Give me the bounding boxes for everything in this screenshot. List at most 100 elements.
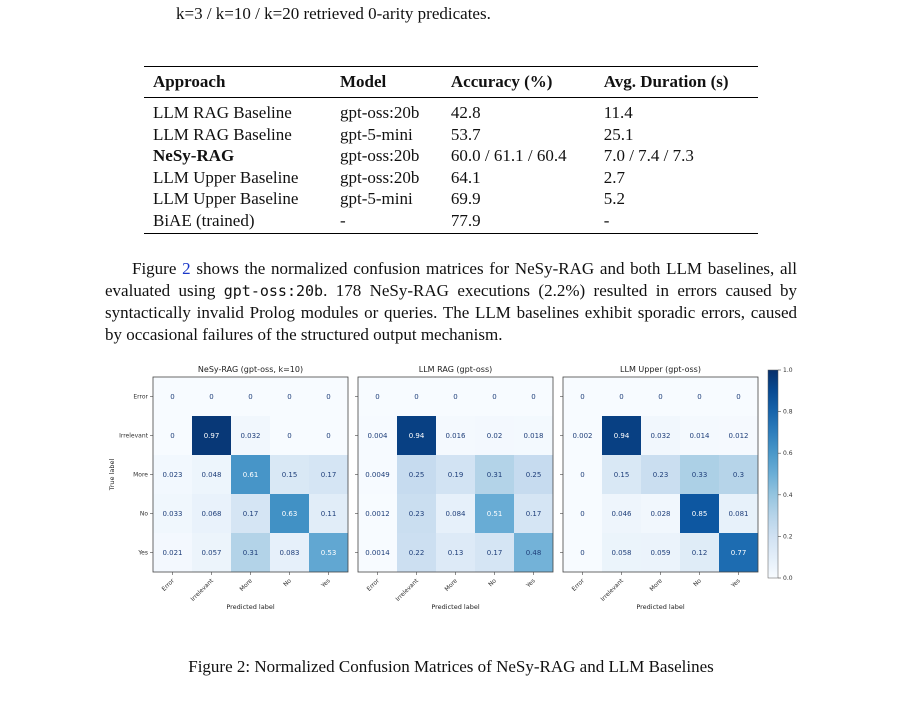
x-axis-label: Predicted label — [636, 603, 684, 611]
table-header-row: Approach Model Accuracy (%) Avg. Duratio… — [144, 66, 758, 98]
heatmap-cell — [719, 533, 758, 572]
cell-value-label: 0.018 — [523, 432, 543, 440]
heatmap-cell — [719, 494, 758, 533]
x-tick-label: Irrelevant — [600, 577, 626, 603]
table-cell-approach: LLM RAG Baseline — [153, 124, 292, 144]
heatmap-cell — [309, 416, 348, 455]
cell-value-label: 0.048 — [201, 471, 221, 479]
confusion-matrices-figure: NeSy-RAG (gpt-oss, k=10) 0 0 0 0 0 0 0.97 0.032 0… — [108, 365, 793, 611]
cell-value-label: 0 — [580, 471, 584, 479]
table-cell-accuracy: 64.1 — [450, 167, 481, 187]
table-cell-duration: 11.4 — [603, 103, 633, 123]
table-row: LLM RAG Baseline gpt-oss:20b 42.8 11.4 — [144, 98, 758, 124]
heatmap-cell — [270, 533, 309, 572]
cell-value-label: 0.083 — [279, 549, 299, 557]
heatmap-cell — [153, 377, 192, 416]
x-axis-label: Predicted label — [431, 603, 479, 611]
cell-value-label: 0 — [580, 549, 584, 557]
figure-reference-link[interactable]: 2 — [182, 259, 191, 278]
cell-value-label: 0.004 — [367, 432, 388, 440]
heatmap-cell — [231, 494, 270, 533]
cell-value-label: 0 — [375, 393, 379, 401]
y-tick-label: Error — [133, 394, 148, 401]
cell-value-label: 0 — [492, 393, 496, 401]
x-tick-label: No — [692, 577, 703, 588]
x-tick-label: Error — [366, 577, 382, 593]
cell-value-label: 0.23 — [409, 510, 425, 518]
cell-value-label: 0.25 — [526, 471, 542, 479]
heatmap-cell — [719, 377, 758, 416]
cell-value-label: 0 — [209, 393, 213, 401]
table-cell-duration: 25.1 — [603, 124, 634, 144]
colorbar-tick-label: 0.4 — [783, 492, 793, 499]
table-cell-duration: 2.7 — [603, 167, 625, 187]
heatmap-cell — [514, 377, 553, 416]
x-tick-label: Error — [571, 577, 587, 593]
heatmap-cell — [192, 533, 231, 572]
heatmap-cell — [309, 455, 348, 494]
cell-value-label: 0.15 — [614, 471, 630, 479]
heatmap-cell — [436, 416, 475, 455]
cell-value-label: 0.068 — [201, 510, 221, 518]
heatmap-cell — [436, 377, 475, 416]
x-tick-label: More — [443, 577, 459, 593]
cell-value-label: 0 — [287, 393, 291, 401]
heatmap-cell — [153, 416, 192, 455]
heatmap-cell — [475, 533, 514, 572]
heatmap-cell — [270, 377, 309, 416]
cell-value-label: 0 — [580, 510, 584, 518]
heatmap-cell — [231, 455, 270, 494]
table-cell-accuracy: 42.8 — [450, 103, 481, 123]
table-cell-approach: NeSy-RAG — [153, 146, 235, 166]
cell-value-label: 0.31 — [243, 549, 259, 557]
cell-value-label: 0 — [326, 393, 330, 401]
heatmap-cell — [192, 494, 231, 533]
table-cell-accuracy: 60.0 / 61.1 / 60.4 — [450, 146, 567, 166]
table-cell-model: - — [330, 209, 442, 234]
table-row: NeSy-RAG gpt-oss:20b 60.0 / 61.1 / 60.4 7.0… — [144, 145, 758, 167]
cell-value-label: 0.3 — [733, 471, 744, 479]
cell-value-label: 0.033 — [162, 510, 182, 518]
heatmap-cell — [602, 416, 641, 455]
cell-value-label: 0 — [170, 432, 174, 440]
heatmap-cell — [514, 533, 553, 572]
heatmap-cell — [602, 455, 641, 494]
heatmap-cell — [719, 416, 758, 455]
cell-value-label: 0.081 — [728, 510, 748, 518]
cell-value-label: 0.021 — [162, 549, 182, 557]
colorbar — [767, 369, 779, 579]
heatmap-cell — [153, 494, 192, 533]
colorbar-tick-label: 0.6 — [783, 450, 793, 457]
cell-value-label: 0.014 — [689, 432, 710, 440]
heatmap-cell — [192, 377, 231, 416]
matrix-title: NeSy-RAG (gpt-oss, k=10) — [198, 365, 303, 374]
colorbar-tick-label: 0.8 — [783, 409, 793, 416]
heatmap-cell — [153, 533, 192, 572]
cell-value-label: 0 — [453, 393, 457, 401]
cell-value-label: 0.63 — [282, 510, 298, 518]
cell-value-label: 0.33 — [692, 471, 708, 479]
para-text-2: shows the normalized confusion matrices … — [105, 259, 797, 300]
heatmap-cell — [358, 377, 397, 416]
cell-value-label: 0.016 — [445, 432, 466, 440]
cell-value-label: 0.023 — [162, 471, 182, 479]
heatmap-cell — [397, 416, 436, 455]
cell-value-label: 0.002 — [572, 432, 592, 440]
y-tick-label: Yes — [137, 550, 148, 557]
table-cell-approach: BiAE (trained) — [144, 209, 331, 234]
table-cell-duration: 5.2 — [603, 189, 625, 209]
cell-value-label: 0.02 — [487, 432, 503, 440]
cell-value-label: 0.046 — [611, 510, 632, 518]
y-axis-label: True label — [108, 459, 116, 492]
heatmap-cell — [602, 533, 641, 572]
cell-value-label: 0.0014 — [365, 549, 390, 557]
heatmap-cell — [641, 455, 680, 494]
cell-value-label: 0.48 — [526, 549, 542, 557]
y-tick-label: No — [140, 511, 148, 518]
y-tick-label: More — [133, 472, 148, 479]
x-tick-label: Error — [161, 577, 177, 593]
cell-value-label: 0.17 — [243, 510, 259, 518]
cell-value-label: 0.31 — [487, 471, 503, 479]
heatmap-cell — [680, 494, 719, 533]
heatmap-cell — [231, 377, 270, 416]
